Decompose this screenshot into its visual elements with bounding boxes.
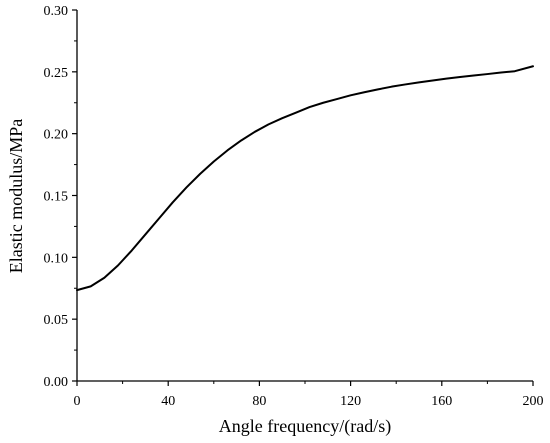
x-axis-title: Angle frequency/(rad/s) xyxy=(219,416,391,437)
series xyxy=(76,65,534,292)
x-tick-label: 80 xyxy=(252,394,266,409)
y-tick-label: 0.25 xyxy=(44,66,69,81)
tick-labels: 0 40 80 120 160 200 0.00 0.05 0.10 0.15 0.20 0.25 0.… xyxy=(44,4,544,409)
axes xyxy=(76,10,533,382)
series-line xyxy=(76,65,534,292)
y-tick-label: 0.00 xyxy=(44,375,69,390)
ticks xyxy=(72,9,534,386)
y-tick-label: 0.05 xyxy=(44,313,69,328)
x-tick-label: 40 xyxy=(161,394,175,409)
y-axis-title: Elastic modulus/MPa xyxy=(6,119,26,274)
y-tick-label: 0.10 xyxy=(44,251,69,266)
x-tick-label: 0 xyxy=(74,394,81,409)
x-tick-label: 200 xyxy=(523,394,544,409)
x-tick-label: 160 xyxy=(431,394,452,409)
y-tick-label: 0.20 xyxy=(44,128,69,143)
y-tick-label: 0.30 xyxy=(44,4,69,19)
x-tick-label: 120 xyxy=(340,394,361,409)
y-tick-label: 0.15 xyxy=(44,190,69,205)
